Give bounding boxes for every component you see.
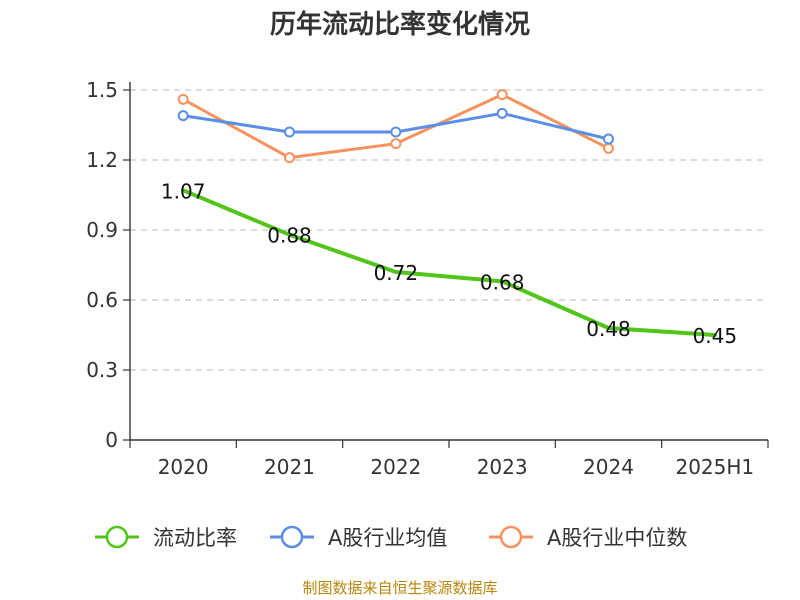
legend-marker — [105, 525, 129, 549]
data-label: 0.72 — [374, 261, 419, 285]
x-tick-label: 2020 — [158, 455, 209, 479]
y-tick-label: 0 — [105, 428, 118, 452]
source-note: 制图数据来自恒生聚源数据库 — [302, 579, 497, 597]
data-label: 0.48 — [586, 317, 631, 341]
x-tick-label: 2024 — [583, 455, 634, 479]
data-point — [603, 133, 614, 145]
legend-item-2: A股行业中位数 — [489, 525, 687, 550]
y-tick-label: 1.2 — [86, 148, 118, 172]
y-tick-label: 0.6 — [86, 288, 118, 312]
y-tick-label: 0.3 — [86, 358, 118, 382]
chart-title: 历年流动比率变化情况 — [270, 9, 530, 40]
y-tick-label: 1.5 — [86, 78, 118, 102]
legend-marker — [280, 525, 304, 549]
data-point — [603, 142, 614, 154]
series-2 — [177, 89, 614, 164]
data-point — [390, 138, 402, 150]
x-tick-label: 2021 — [264, 455, 315, 479]
grid — [130, 89, 768, 371]
axes: 0 0.3 0.6 0.9 1.2 1.5 2020 2021 2022 2023 2024 2025… — [86, 78, 769, 479]
x-tick-label: 2022 — [370, 455, 421, 479]
x-tick-label: 2025H1 — [675, 455, 754, 479]
series-line — [181, 188, 717, 337]
data-point — [177, 93, 189, 105]
data-point — [284, 126, 295, 138]
data-labels: 1.07 0.88 0.72 0.68 0.48 0.45 — [161, 179, 737, 348]
legend-item-0: 流动比率 — [95, 525, 237, 550]
legend-marker — [499, 525, 523, 549]
x-tick-label: 2023 — [477, 455, 528, 479]
data-label: 0.68 — [480, 270, 525, 294]
legend-label: 流动比率 — [153, 526, 237, 550]
legend-label: A股行业中位数 — [547, 526, 687, 550]
legend: 流动比率 A股行业均值 A股行业中位数 — [95, 525, 687, 550]
data-point — [496, 89, 508, 101]
data-label: 0.88 — [267, 224, 312, 248]
legend-item-1: A股行业均值 — [270, 525, 447, 550]
legend-label: A股行业均值 — [328, 526, 447, 550]
data-point — [390, 126, 402, 138]
y-tick-label: 0.9 — [86, 218, 118, 242]
series — [177, 89, 717, 337]
data-point — [496, 107, 508, 119]
data-label: 1.07 — [161, 179, 206, 203]
data-point — [177, 110, 189, 122]
series-1 — [177, 107, 614, 145]
series-0 — [181, 188, 717, 337]
data-label: 0.45 — [693, 324, 738, 348]
data-point — [284, 152, 295, 164]
